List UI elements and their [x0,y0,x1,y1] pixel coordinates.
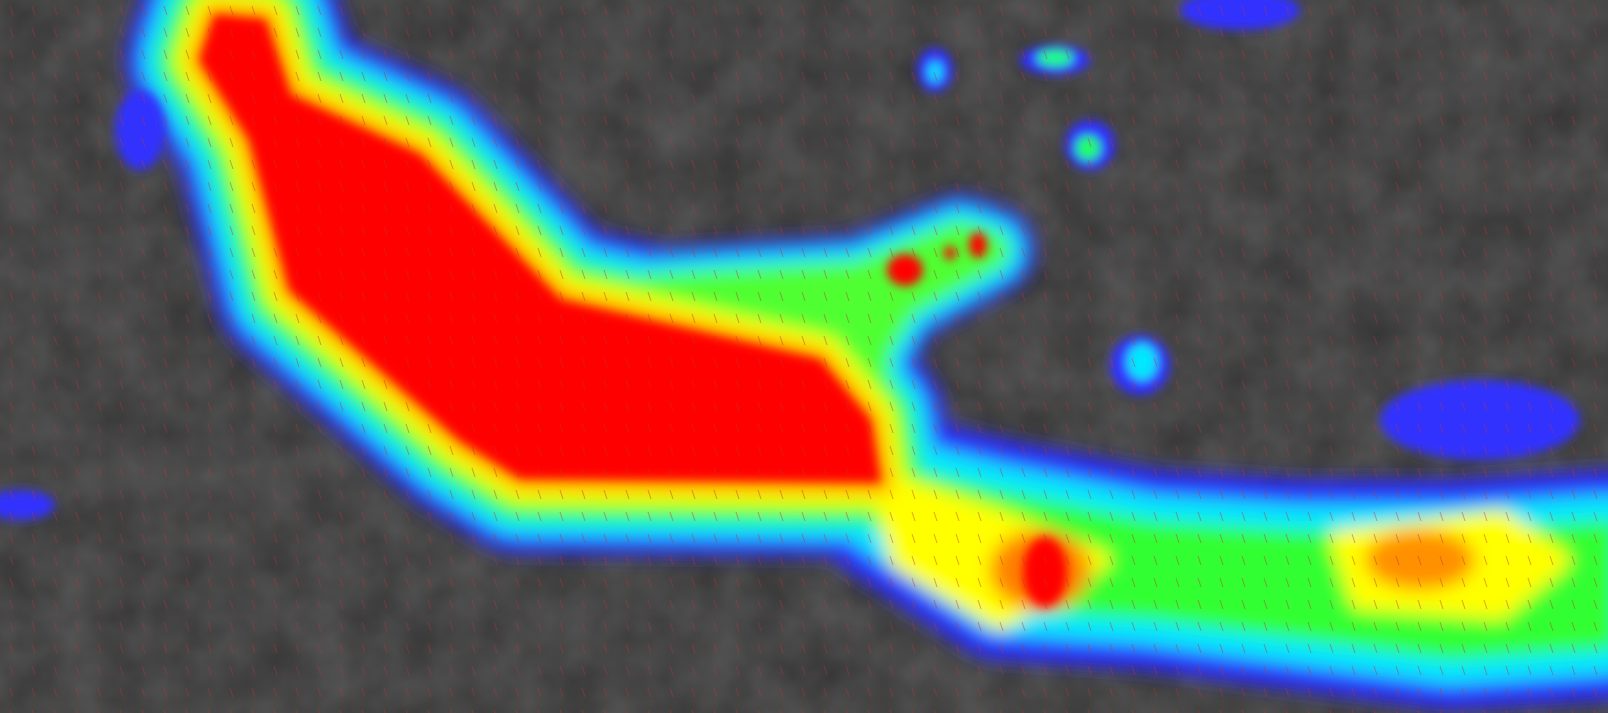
page: {} [0,0,1608,713]
heat-map [0,0,1608,713]
wind-vectors [0,0,1608,713]
